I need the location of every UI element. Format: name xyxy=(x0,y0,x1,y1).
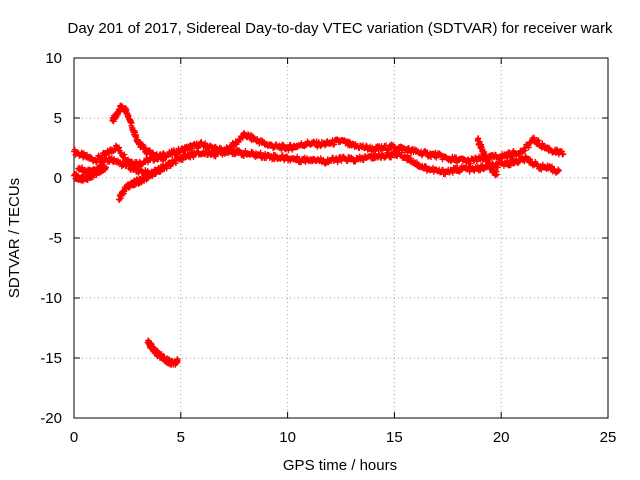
x-axis-label: GPS time / hours xyxy=(283,457,397,474)
data-point-fill xyxy=(475,135,482,142)
data-point-fill xyxy=(493,168,500,175)
data-point-fill xyxy=(521,158,528,165)
x-tick-label: 0 xyxy=(70,429,78,446)
data-point-fill xyxy=(539,140,546,147)
data-point-fill xyxy=(174,356,181,363)
data-point-fill xyxy=(407,155,414,162)
x-tick-label: 20 xyxy=(493,429,510,446)
data-point-fill xyxy=(190,154,197,161)
data-point-fill xyxy=(331,141,338,148)
data-point-fill xyxy=(525,144,532,151)
data-point-fill xyxy=(447,166,454,173)
x-tick-label: 25 xyxy=(600,429,617,446)
data-point-fill xyxy=(503,157,510,164)
data-point-fill xyxy=(368,151,375,158)
data-point-fill xyxy=(559,151,566,158)
data-point-fill xyxy=(239,135,246,142)
data-point-fill xyxy=(160,162,167,169)
data-point-fill xyxy=(189,145,196,152)
data-point-fill xyxy=(257,149,264,156)
x-axis: 0 5 10 15 20 25 xyxy=(70,58,617,446)
y-tick-label: -15 xyxy=(40,350,62,367)
data-point-fill xyxy=(102,165,109,172)
data-point-fill xyxy=(535,137,542,144)
x-tick-label: 15 xyxy=(386,429,403,446)
data-points xyxy=(71,102,567,368)
data-point-fill xyxy=(137,166,144,173)
data-point-fill xyxy=(424,149,431,156)
data-point-fill xyxy=(125,162,132,169)
data-point-fill xyxy=(280,142,287,149)
y-tick-label: -5 xyxy=(49,230,62,247)
data-point-fill xyxy=(398,149,405,156)
data-point-fill xyxy=(433,154,440,161)
data-point-fill xyxy=(285,147,292,154)
x-tick-label: 5 xyxy=(177,429,185,446)
data-point-fill xyxy=(388,154,395,161)
data-point-fill xyxy=(121,151,128,158)
grid-lines xyxy=(74,58,608,418)
data-point-fill xyxy=(515,159,522,166)
data-point-fill xyxy=(179,156,186,163)
data-point-fill xyxy=(404,152,411,159)
data-point-fill xyxy=(116,144,123,151)
x-tick-label: 10 xyxy=(279,429,296,446)
data-point-fill xyxy=(413,159,420,166)
y-axis: -20 -15 -10 -5 0 5 10 xyxy=(40,50,608,427)
data-point-fill xyxy=(209,147,216,154)
data-point-fill xyxy=(531,134,538,141)
y-axis-label: SDTVAR / TECUs xyxy=(6,178,23,298)
data-point-fill xyxy=(279,152,286,159)
data-point-fill xyxy=(202,147,209,154)
y-tick-label: 0 xyxy=(54,170,62,187)
data-point-fill xyxy=(363,142,370,149)
data-point-fill xyxy=(494,164,501,171)
y-tick-label: -20 xyxy=(40,410,62,427)
data-point-fill xyxy=(172,160,179,167)
data-point-fill xyxy=(163,165,170,172)
y-tick-label: -10 xyxy=(40,290,62,307)
chart-title: Day 201 of 2017, Sidereal Day-to-day VTE… xyxy=(68,20,613,37)
data-point-fill xyxy=(320,157,327,164)
data-point-fill xyxy=(352,158,359,165)
data-point-fill xyxy=(160,155,167,162)
y-tick-label: 10 xyxy=(45,50,62,67)
data-point-fill xyxy=(555,166,562,173)
y-tick-label: 5 xyxy=(54,110,62,127)
